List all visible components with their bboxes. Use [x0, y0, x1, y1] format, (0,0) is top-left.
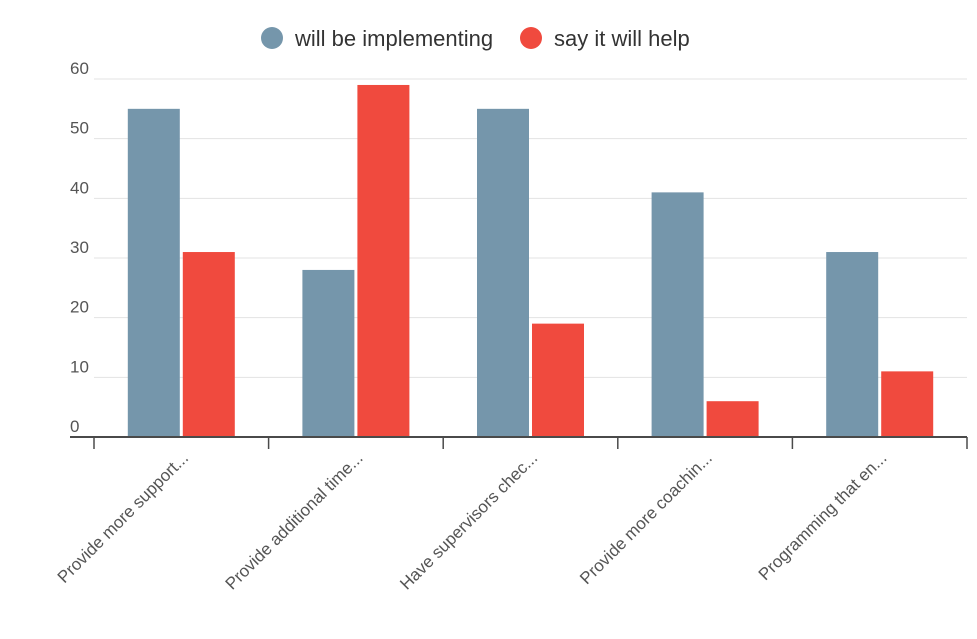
bar-say-it-will-help-2[interactable] — [532, 323, 584, 437]
legend-label-will-be-implementing: will be implementing — [294, 26, 493, 51]
y-tick-label: 40 — [70, 178, 89, 197]
y-tick-label: 50 — [70, 119, 89, 138]
x-category-label: Have supervisors chec... — [396, 448, 541, 593]
legend-item-will-be-implementing[interactable]: will be implementing — [261, 26, 493, 51]
y-tick-label: 30 — [70, 238, 89, 257]
y-tick-label: 0 — [70, 417, 79, 436]
bar-say-it-will-help-0[interactable] — [182, 252, 235, 437]
bar-say-it-will-help-4[interactable] — [881, 371, 934, 437]
legend-item-say-it-will-help[interactable]: say it will help — [520, 26, 690, 51]
legend-swatch-say-it-will-help — [520, 27, 542, 49]
x-category-label: Programming that en... — [755, 448, 891, 584]
x-category-label: Provide more coachin... — [576, 448, 716, 588]
x-category-label: Provide more support... — [54, 448, 192, 586]
x-axis-labels: Provide more support... Provide additiona… — [54, 448, 891, 593]
bar-say-it-will-help-1[interactable] — [357, 84, 410, 437]
bar-say-it-will-help-3[interactable] — [706, 401, 759, 437]
x-axis — [70, 436, 968, 449]
gridlines — [94, 78, 967, 378]
bar-will-be-implementing-4[interactable] — [826, 252, 879, 437]
legend-swatch-will-be-implementing — [261, 27, 283, 49]
bars — [127, 84, 934, 437]
y-tick-label: 60 — [70, 59, 89, 78]
legend-label-say-it-will-help: say it will help — [554, 26, 690, 51]
bar-will-be-implementing-3[interactable] — [651, 192, 704, 437]
bar-will-be-implementing-2[interactable] — [477, 108, 529, 437]
bar-will-be-implementing-1[interactable] — [302, 269, 355, 437]
bar-will-be-implementing-0[interactable] — [127, 108, 180, 437]
y-tick-label: 20 — [70, 298, 89, 317]
y-tick-label: 10 — [70, 357, 89, 376]
x-category-label: Provide additional time... — [222, 448, 367, 593]
y-axis-ticks: 0 10 20 30 40 50 60 — [70, 59, 89, 436]
legend: will be implementing say it will help — [261, 26, 690, 51]
